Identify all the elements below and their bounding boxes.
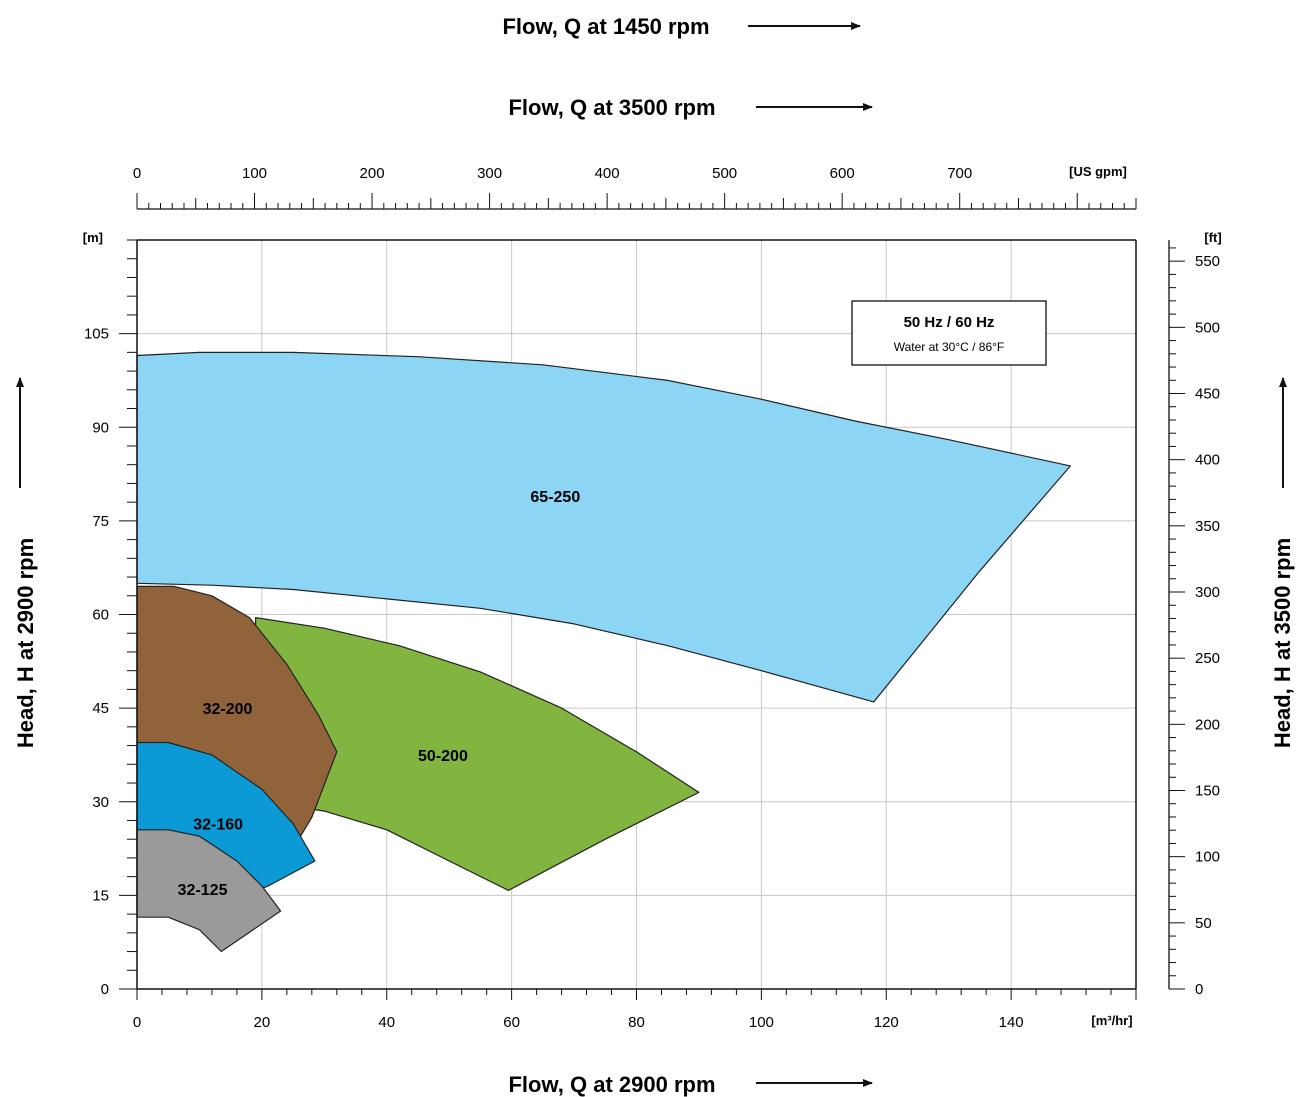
x-tick-label-bottom: 60 [503, 1014, 520, 1031]
x-tick-label-top: 600 [830, 165, 855, 182]
x-axis-bottom: 0 20 40 60 80 100 120 140 [m³/hr] [133, 989, 1137, 1031]
x-tick-label-bottom: 100 [749, 1014, 774, 1031]
x-tick-label-top: 400 [595, 165, 620, 182]
y-tick-label-right: 550 [1195, 253, 1220, 270]
x-tick-label-top: 0 [133, 165, 141, 182]
legend-water: Water at 30°C / 86°F [894, 340, 1005, 354]
x-tick-label-bottom: 40 [378, 1014, 395, 1031]
y-tick-label-left: 105 [84, 326, 109, 343]
title-flow-2900: Flow, Q at 2900 rpm [508, 1072, 715, 1097]
y-unit-left: [m] [83, 230, 103, 245]
region-label-32-125: 32-125 [178, 882, 228, 899]
title-flow-1450: Flow, Q at 1450 rpm [502, 14, 709, 39]
x-tick-label-top: 500 [712, 165, 737, 182]
y-tick-label-left: 60 [92, 607, 109, 624]
y-tick-label-left: 30 [92, 794, 109, 811]
x-tick-label-top: 200 [360, 165, 385, 182]
legend-frequency: 50 Hz / 60 Hz [904, 314, 995, 331]
x-tick-label-bottom: 20 [254, 1014, 271, 1031]
x-unit-top: [US gpm] [1069, 164, 1127, 179]
y-tick-label-left: 15 [92, 887, 109, 904]
region-32-125 [136, 829, 282, 953]
y-axis-right: 0 50 100 150 200 250 300 350 400 450 500 550 [ft] [1168, 230, 1222, 998]
x-unit-bottom: [m³/hr] [1091, 1013, 1132, 1028]
y-tick-label-left: 45 [92, 700, 109, 717]
y-tick-label-left: 90 [92, 419, 109, 436]
y-tick-label-right: 50 [1195, 915, 1212, 932]
x-tick-label-bottom: 120 [874, 1014, 899, 1031]
x-tick-label-bottom: 140 [999, 1014, 1024, 1031]
x-tick-label-top: 700 [947, 165, 972, 182]
y-axis-left: 0 15 30 45 60 75 90 105 [m] [83, 230, 137, 998]
title-head-2900: Head, H at 2900 rpm [13, 538, 38, 748]
region-label-32-200: 32-200 [203, 701, 253, 718]
x-tick-label-top: 300 [477, 165, 502, 182]
y-tick-label-right: 400 [1195, 452, 1220, 469]
x-tick-label-bottom: 80 [628, 1014, 645, 1031]
y-unit-right: [ft] [1204, 230, 1221, 245]
y-tick-label-right: 350 [1195, 518, 1220, 535]
y-tick-label-left: 75 [92, 513, 109, 530]
region-label-32-160: 32-160 [193, 817, 243, 834]
y-tick-label-right: 500 [1195, 319, 1220, 336]
y-tick-label-right: 100 [1195, 849, 1220, 866]
regions: 65-250 50-200 32-200 32-160 32-125 [136, 351, 1071, 953]
y-tick-label-right: 250 [1195, 650, 1220, 667]
y-tick-label-right: 0 [1195, 981, 1203, 998]
y-tick-label-right: 300 [1195, 584, 1220, 601]
region-label-65-250: 65-250 [530, 489, 580, 506]
x-tick-label-top: 100 [242, 165, 267, 182]
y-tick-label-right: 450 [1195, 386, 1220, 403]
region-label-50-200: 50-200 [418, 748, 468, 765]
y-tick-label-right: 200 [1195, 716, 1220, 733]
title-flow-3500: Flow, Q at 3500 rpm [508, 95, 715, 120]
x-tick-label-bottom: 0 [133, 1014, 141, 1031]
y-tick-label-right: 150 [1195, 783, 1220, 800]
x-axis-top: 0 100 200 300 400 500 600 700 [US gpm] [133, 164, 1137, 210]
legend-box: 50 Hz / 60 Hz Water at 30°C / 86°F [851, 300, 1047, 366]
title-head-3500: Head, H at 3500 rpm [1270, 538, 1295, 748]
y-tick-label-left: 0 [101, 981, 109, 998]
region-65-250 [136, 351, 1071, 703]
